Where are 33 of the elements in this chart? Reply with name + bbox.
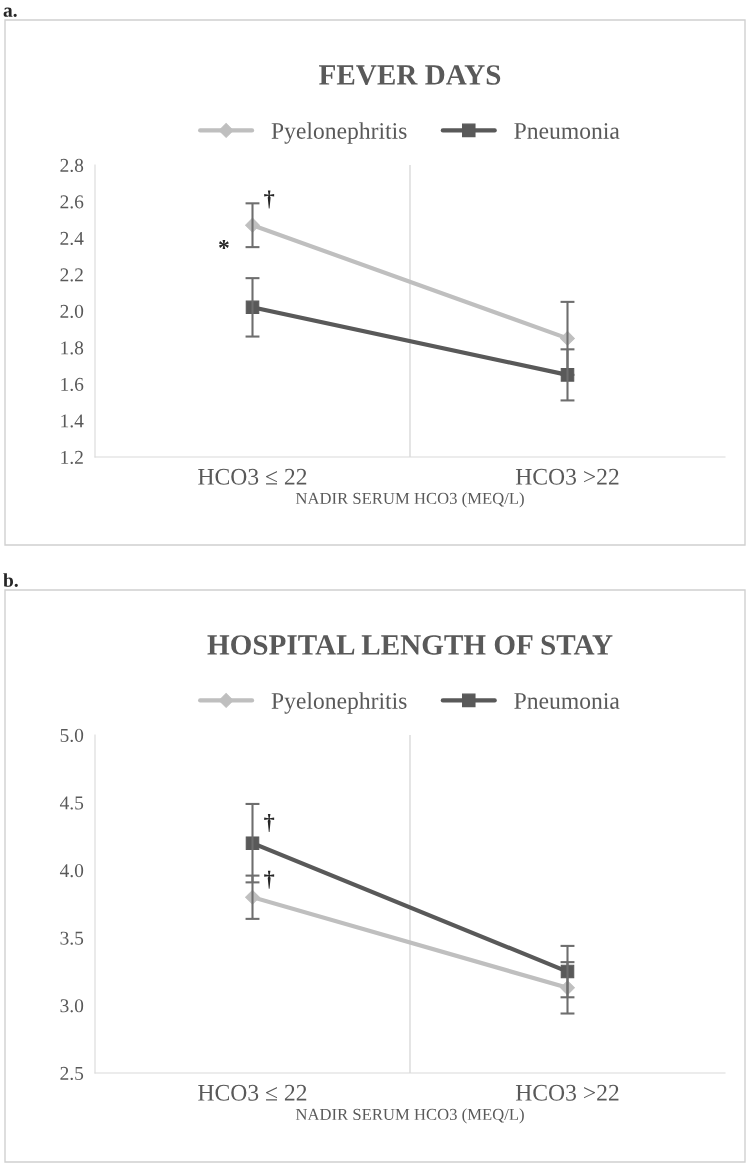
y-tick-label: 1.2 (61, 450, 83, 465)
x-tick-label: HCO3 ≤ 22 (198, 468, 307, 485)
y-tick-label: 2.5 (60, 1066, 84, 1081)
x-tick-label: HCO3 >22 (515, 1084, 619, 1101)
x-tick-label: HCO3 >22 (515, 468, 619, 485)
y-tick-label: 4.5 (59, 796, 84, 810)
x-axis-title: NADIR SERUM HCO3 (MEQ/L) (295, 492, 524, 508)
text: a. (3, 7, 17, 17)
annotation: * (218, 240, 229, 249)
chart-title: FEVER DAYS (319, 65, 501, 85)
y-tick-label: 2.2 (60, 268, 83, 282)
text: b. (3, 573, 18, 587)
y-tick-label: 2.8 (60, 158, 84, 173)
y-tick-label: 3.5 (60, 931, 84, 945)
y-tick-label: 5.0 (60, 728, 84, 743)
legend-label: Pneumonia (514, 123, 620, 139)
y-tick-label: 1.8 (61, 341, 84, 355)
y-tick-label: 3.0 (60, 999, 84, 1013)
legend-label: Pyelonephritis (271, 692, 407, 714)
y-tick-label: 2.4 (60, 231, 84, 246)
y-tick-label: 2.6 (60, 195, 84, 209)
x-tick-label: HCO3 ≤ 22 (198, 1084, 307, 1101)
annotation: † (264, 190, 275, 209)
annotation: † (264, 870, 275, 889)
legend-label: Pneumonia (514, 693, 620, 709)
legend-label: Pyelonephritis (271, 122, 407, 144)
annotation: † (264, 813, 275, 832)
y-tick-label: 4.0 (59, 864, 84, 878)
y-tick-label: 2.0 (60, 304, 84, 319)
x-axis-title: NADIR SERUM HCO3 (MEQ/L) (295, 1108, 524, 1124)
chart-title: HOSPITAL LENGTH OF STAY (207, 635, 613, 655)
y-tick-label: 1.4 (61, 414, 84, 428)
y-tick-label: 1.6 (61, 377, 84, 392)
